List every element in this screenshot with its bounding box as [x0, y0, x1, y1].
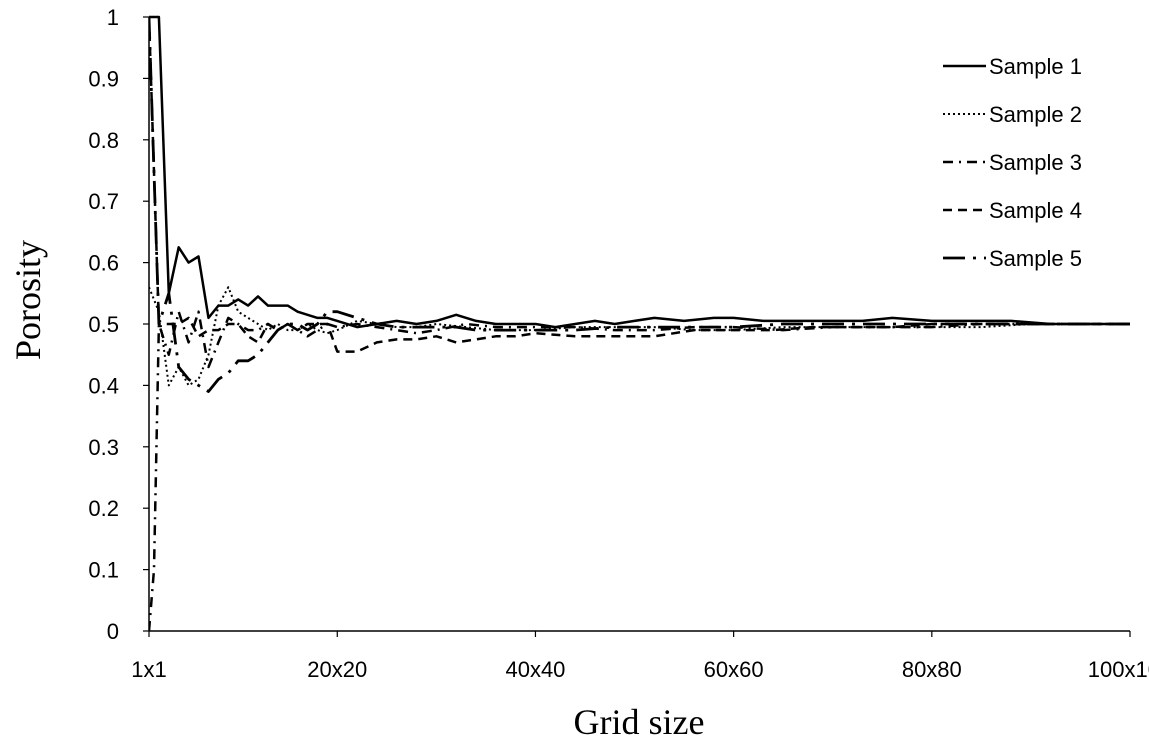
y-tick-label: 0.9 — [88, 66, 119, 91]
legend-label-sample-1: Sample 1 — [989, 54, 1082, 79]
y-tick-label: 0.7 — [88, 189, 119, 214]
y-axis-title: Porosity — [8, 240, 48, 360]
x-tick-label: 100x100 — [1088, 657, 1149, 682]
x-tick-label: 20x20 — [307, 657, 367, 682]
x-tick-label: 1x1 — [131, 657, 166, 682]
series-lines — [149, 15, 1130, 632]
series-line-sample-1 — [149, 15, 1130, 329]
plot-area: 0 0.1 0.2 0.3 0.4 0.5 0.6 0.7 0.8 0.9 1 1x1 20x20 40… — [88, 5, 1149, 682]
legend: Sample 1 Sample 2 Sample 3 Sample 4 Sample 5 — [943, 54, 1082, 271]
x-tick-label: 80x80 — [902, 657, 962, 682]
y-tick-label: 0 — [107, 619, 119, 644]
legend-label-sample-3: Sample 3 — [989, 150, 1082, 175]
y-tick-label: 0.8 — [88, 128, 119, 153]
legend-label-sample-4: Sample 4 — [989, 198, 1082, 223]
y-tick-label: 0.3 — [88, 435, 119, 460]
legend-label-sample-5: Sample 5 — [989, 246, 1082, 271]
y-tick-label: 0.4 — [88, 373, 119, 398]
series-line-sample-4 — [149, 16, 1130, 353]
y-tick-label: 0.1 — [88, 558, 119, 583]
y-tick-label: 1 — [107, 5, 119, 30]
y-tick-label: 0.2 — [88, 496, 119, 521]
y-ticks: 0 0.1 0.2 0.3 0.4 0.5 0.6 0.7 0.8 0.9 1 — [88, 5, 149, 644]
x-tick-label: 60x60 — [704, 657, 764, 682]
legend-label-sample-2: Sample 2 — [989, 102, 1082, 127]
x-tick-label: 40x40 — [505, 657, 565, 682]
y-tick-label: 0.5 — [88, 312, 119, 337]
series-line-sample-3 — [149, 310, 1130, 632]
x-ticks: 1x1 20x20 40x40 60x60 80x80 100x100 — [131, 631, 1149, 682]
x-axis-title: Grid size — [574, 702, 705, 742]
series-line-sample-5 — [149, 16, 1130, 393]
series-line-sample-2 — [149, 286, 1130, 387]
y-tick-label: 0.6 — [88, 251, 119, 276]
